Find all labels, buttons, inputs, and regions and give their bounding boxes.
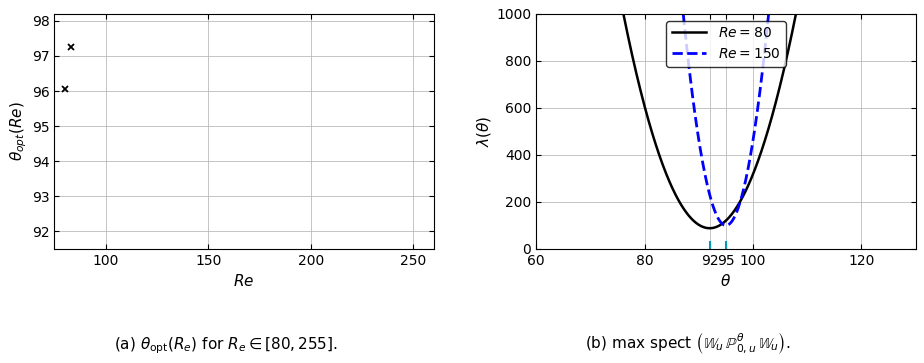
$\mathit{Re} = 80$ <box>695 224 706 228</box>
$\mathit{Re} = 150$ <box>760 45 771 49</box>
$\mathit{Re} = 150$ <box>687 96 699 100</box>
$\mathit{Re} = 150$ <box>721 223 732 228</box>
$\mathit{Re} = 150$ <box>763 13 774 17</box>
$\mathit{Re} = 150$ <box>739 180 750 184</box>
Text: (b) max spect $\left(\mathbb{W}_u\, \mathbb{P}^{\theta}_{0,u}\, \mathbb{W}_u\rig: (b) max spect $\left(\mathbb{W}_u\, \mat… <box>586 330 791 356</box>
$\mathit{Re} = 80$ <box>777 74 788 79</box>
Line: $\mathit{Re} = 80$: $\mathit{Re} = 80$ <box>624 14 796 228</box>
Line: $\mathit{Re} = 150$: $\mathit{Re} = 150$ <box>684 15 769 225</box>
$\mathit{Re} = 80$ <box>745 179 756 184</box>
$\mathit{Re} = 150$ <box>762 24 773 28</box>
X-axis label: $\theta$: $\theta$ <box>721 273 732 289</box>
$\mathit{Re} = 80$ <box>704 226 715 231</box>
$\mathit{Re} = 150$ <box>726 220 737 224</box>
$\mathit{Re} = 80$ <box>748 172 759 177</box>
$\mathit{Re} = 150$ <box>678 13 689 17</box>
$\mathit{Re} = 80$ <box>790 12 801 16</box>
$\mathit{Re} = 150$ <box>692 130 703 134</box>
Legend: $\mathit{Re} = 80$, $\mathit{Re} = 150$: $\mathit{Re} = 80$, $\mathit{Re} = 150$ <box>666 21 785 67</box>
Y-axis label: $\lambda(\theta)$: $\lambda(\theta)$ <box>476 115 493 147</box>
Text: (a) $\theta_{\mathrm{opt}}(R_e)$ for $R_e \in [80, 255]$.: (a) $\theta_{\mathrm{opt}}(R_e)$ for $R_… <box>115 335 338 356</box>
Y-axis label: $\theta_{opt}(\mathit{Re})$: $\theta_{opt}(\mathit{Re})$ <box>8 102 29 161</box>
$\mathit{Re} = 80$ <box>658 165 669 169</box>
$\mathit{Re} = 80$ <box>618 12 629 17</box>
$\mathit{Re} = 80$ <box>660 169 671 173</box>
X-axis label: $\mathit{Re}$: $\mathit{Re}$ <box>234 273 255 289</box>
